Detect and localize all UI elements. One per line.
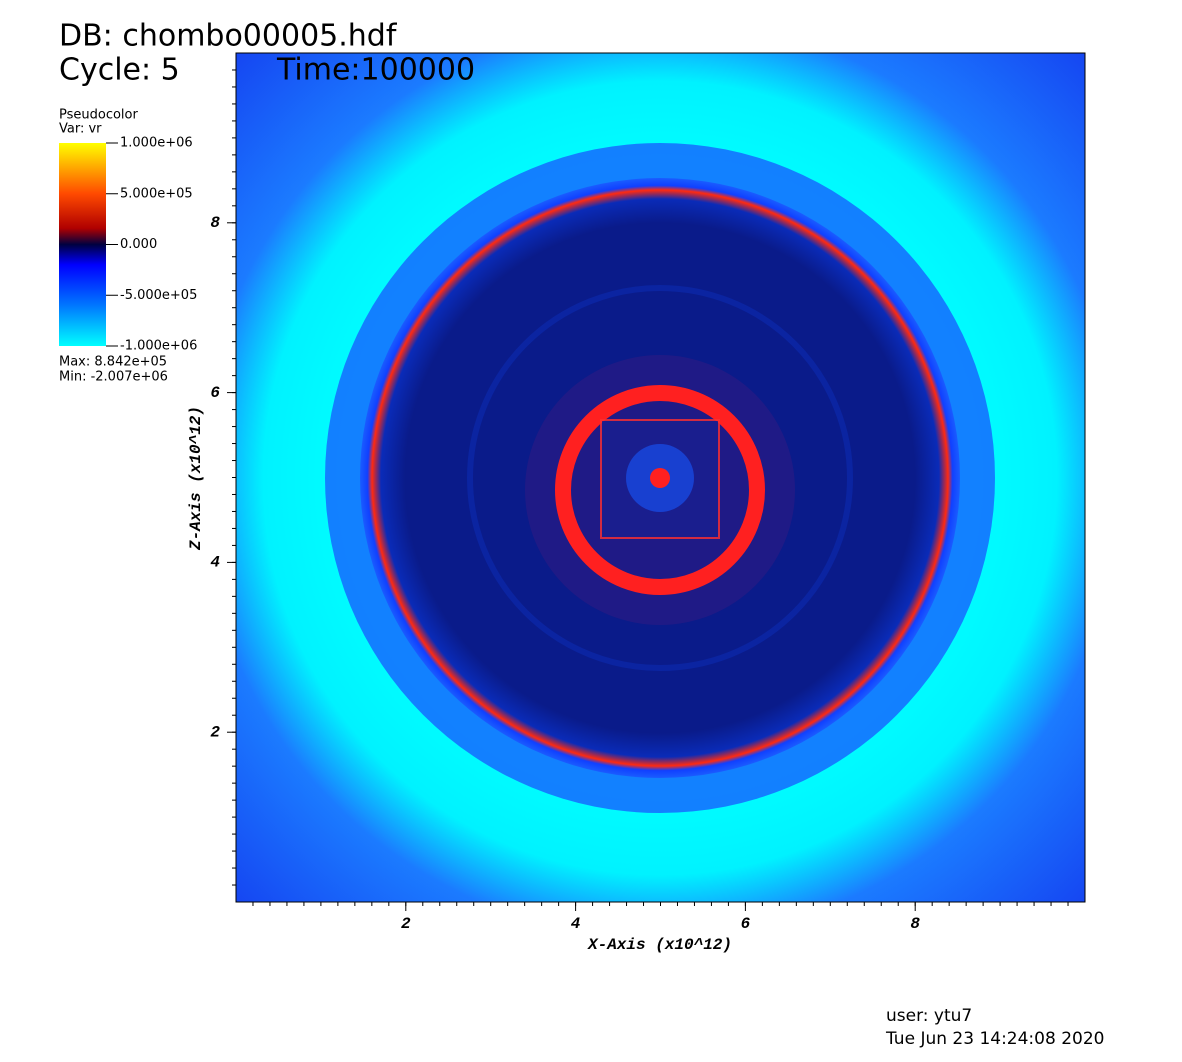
y-tick-label: 2 — [210, 723, 220, 741]
y-axis-label: Z-Axis (x10^12) — [187, 406, 205, 551]
y-tick-label: 6 — [210, 384, 220, 402]
y-tick-label: 4 — [210, 554, 220, 572]
x-tick-label: 8 — [910, 915, 920, 933]
legend-max: Max: 8.842e+05 — [59, 355, 167, 370]
legend-tick-label: 0.000 — [120, 237, 157, 252]
inner-ring — [467, 285, 853, 671]
legend-tick-label: -1.000e+06 — [120, 339, 197, 354]
x-tick-label: 6 — [741, 915, 751, 933]
cycle-label: Cycle: 5 — [59, 53, 180, 88]
legend-tick-label: 1.000e+06 — [120, 136, 193, 151]
user-label: user: ytu7 — [886, 1006, 972, 1026]
legend-min: Min: -2.007e+06 — [59, 370, 168, 385]
time-label: Time:100000 — [276, 53, 475, 88]
red-ring — [555, 385, 765, 595]
x-tick-label: 2 — [401, 915, 411, 933]
legend-tick-label: -5.000e+05 — [120, 288, 197, 303]
x-axis-label: X-Axis (x10^12) — [587, 936, 732, 954]
legend-variable: Var: vr — [59, 122, 102, 137]
date-label: Tue Jun 23 14:24:08 2020 — [885, 1029, 1104, 1049]
color-bar — [59, 143, 106, 346]
x-tick-label: 4 — [571, 915, 581, 933]
core-center — [650, 468, 670, 488]
legend-plot-type: Pseudocolor — [59, 108, 138, 123]
legend-tick-label: 5.000e+05 — [120, 186, 193, 201]
y-tick-label: 8 — [210, 214, 220, 232]
pseudocolor-field — [236, 53, 1085, 902]
database-label: DB: chombo00005.hdf — [59, 19, 398, 54]
